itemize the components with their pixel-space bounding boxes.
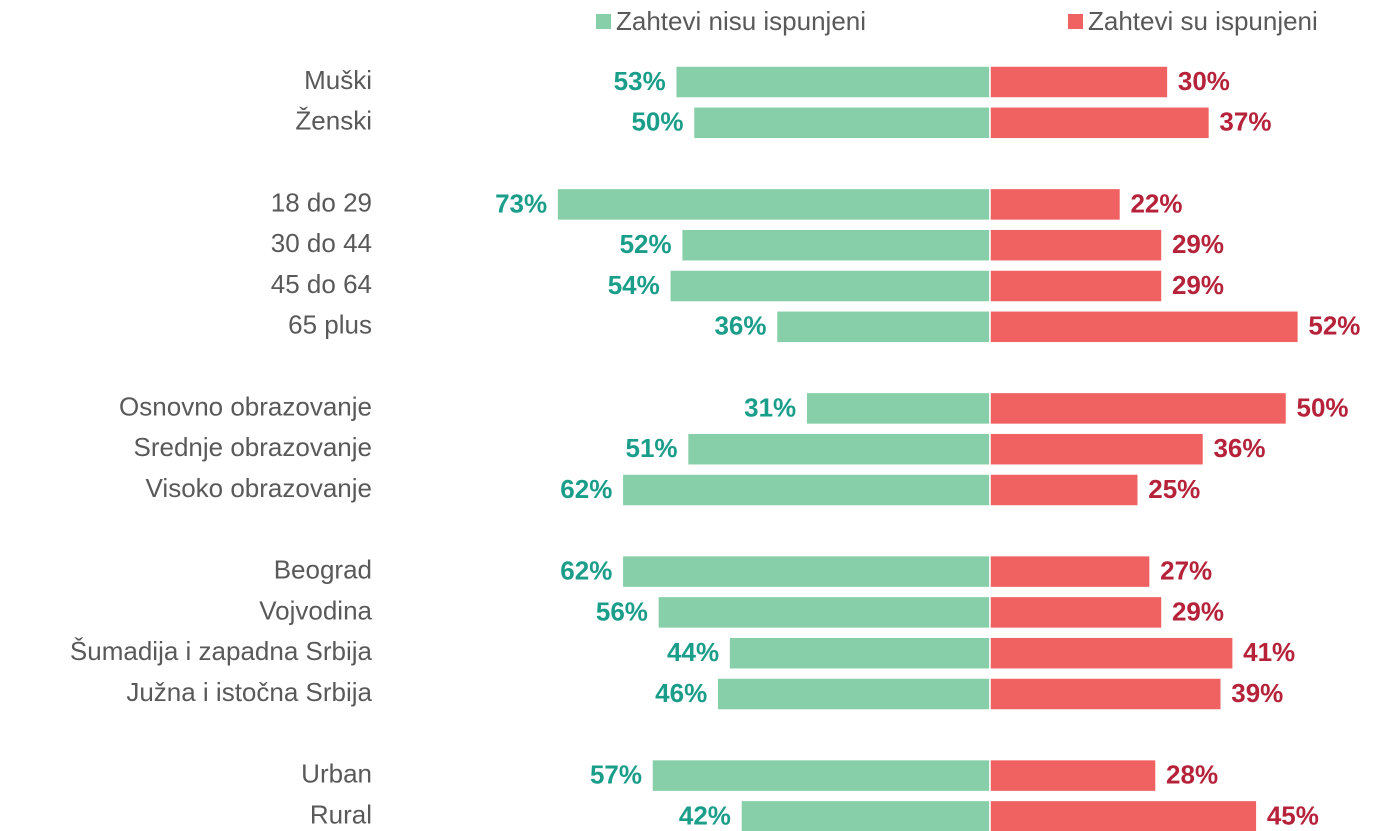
value-label: 54%	[608, 270, 660, 300]
bar	[989, 269, 1163, 303]
bar	[805, 391, 991, 426]
value-label: 29%	[1172, 596, 1224, 626]
bar	[989, 391, 1288, 426]
legend-swatch	[1068, 14, 1083, 29]
value-label: 62%	[560, 474, 612, 504]
value-label: 51%	[626, 433, 678, 463]
value-label: 36%	[714, 311, 766, 341]
value-label: 53%	[614, 66, 666, 96]
value-label: 39%	[1231, 678, 1283, 708]
category-label: 18 do 29	[271, 187, 372, 217]
bar	[775, 310, 991, 344]
category-label: Srednje obrazovanje	[134, 432, 373, 462]
category-label: Južna i istočna Srbija	[126, 677, 372, 707]
bar	[680, 228, 991, 262]
bar	[621, 554, 991, 589]
value-label: 28%	[1166, 759, 1218, 789]
category-label: Vojvodina	[259, 595, 372, 625]
bar	[989, 677, 1223, 711]
category-label: Šumadija i zapadna Srbija	[70, 636, 373, 666]
legend-label: Zahtevi su ispunjeni	[1088, 6, 1318, 36]
bar	[989, 310, 1300, 344]
value-label: 41%	[1243, 637, 1295, 667]
value-label: 62%	[560, 555, 612, 585]
bar	[989, 799, 1258, 831]
value-label: 36%	[1213, 433, 1265, 463]
bar	[989, 636, 1234, 670]
bar	[621, 473, 991, 507]
value-label: 42%	[679, 800, 731, 830]
bar	[989, 473, 1139, 507]
value-label: 73%	[495, 188, 547, 218]
bar	[989, 554, 1151, 589]
value-label: 29%	[1172, 270, 1224, 300]
value-label: 22%	[1130, 188, 1182, 218]
bar	[989, 187, 1122, 222]
value-label: 50%	[631, 107, 683, 137]
value-label: 57%	[590, 759, 642, 789]
value-label: 30%	[1178, 66, 1230, 96]
value-label: 31%	[744, 392, 796, 422]
bar	[686, 432, 991, 466]
category-label: Beograd	[274, 554, 372, 584]
bar	[692, 106, 991, 140]
value-label: 37%	[1219, 107, 1271, 137]
value-label: 45%	[1267, 800, 1319, 830]
category-label: 45 do 64	[271, 269, 372, 299]
bar	[651, 758, 991, 793]
category-label: Ženski	[295, 106, 372, 136]
bar	[657, 595, 991, 630]
bar	[556, 187, 991, 222]
bar	[740, 799, 991, 831]
category-label: Rural	[310, 799, 372, 829]
category-label: 30 do 44	[271, 228, 372, 258]
category-label: Visoko obrazovanje	[146, 473, 372, 503]
bar	[989, 106, 1211, 140]
value-label: 44%	[667, 637, 719, 667]
bar	[989, 228, 1163, 262]
category-label: Muški	[304, 65, 372, 95]
bar	[728, 636, 991, 670]
legend-label: Zahtevi nisu ispunjeni	[616, 6, 866, 36]
bar	[674, 65, 991, 99]
bar	[989, 758, 1157, 793]
category-label: Osnovno obrazovanje	[119, 391, 372, 421]
value-label: 50%	[1297, 392, 1349, 422]
value-label: 29%	[1172, 229, 1224, 259]
value-label: 25%	[1148, 474, 1200, 504]
bar	[989, 65, 1169, 99]
bar	[989, 595, 1163, 630]
bar	[716, 677, 991, 711]
value-label: 52%	[620, 229, 672, 259]
value-label: 52%	[1308, 311, 1360, 341]
category-label: 65 plus	[288, 310, 372, 340]
value-label: 56%	[596, 596, 648, 626]
value-label: 27%	[1160, 555, 1212, 585]
category-label: Urban	[301, 758, 372, 788]
value-label: 46%	[655, 678, 707, 708]
legend-swatch	[596, 14, 611, 29]
bar	[989, 432, 1205, 466]
bar	[669, 269, 991, 303]
